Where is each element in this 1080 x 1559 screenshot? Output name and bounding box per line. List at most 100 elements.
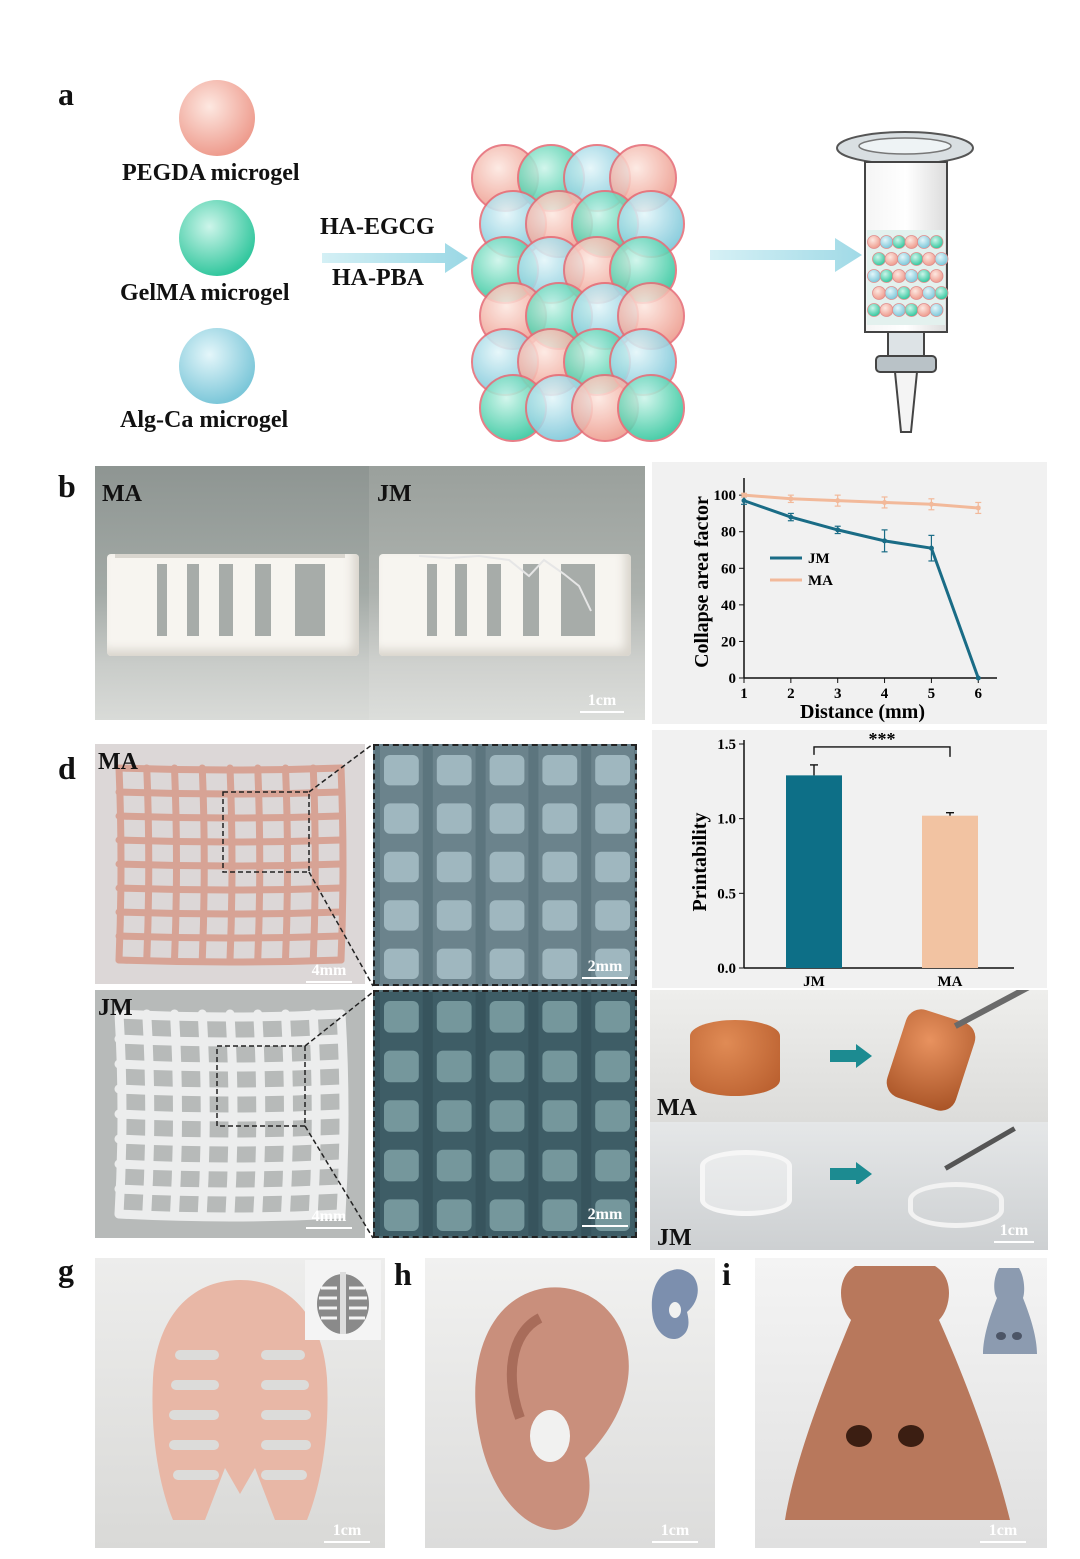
x-tick-label: JM <box>803 974 825 988</box>
panel-label-a: a <box>58 76 74 112</box>
scale-bar-i-label: 1cm <box>988 1522 1018 1539</box>
y-tick-label: 60 <box>721 561 736 577</box>
series-line-jm <box>743 499 980 679</box>
data-point <box>741 498 747 504</box>
scale-bar-d-jm-zoom-label: 2mm <box>587 1206 623 1223</box>
scale-bar-b-label: 1cm <box>587 692 617 709</box>
significance-label: *** <box>869 730 896 749</box>
data-point <box>788 514 794 520</box>
syringe-bead <box>867 303 881 317</box>
bar-ma <box>922 815 978 968</box>
nose-model-icon <box>983 1268 1037 1354</box>
syringe-bead <box>929 235 944 249</box>
scale-bar-f: 1cm <box>994 1222 1034 1243</box>
data-point <box>975 675 981 681</box>
jm-handling-photo <box>650 1122 1048 1250</box>
syringe-bead <box>872 286 886 300</box>
y-tick-label: 0.5 <box>717 886 736 902</box>
printability-chart: 0.0 0.5 1.0 1.5 Printability JM MA *** <box>652 730 1047 988</box>
panel-label-h: h <box>394 1256 412 1292</box>
scale-bar-d-jm-zoom: 2mm <box>582 1206 628 1227</box>
syringe-bead <box>897 252 911 266</box>
bar-jm <box>786 775 842 968</box>
data-point <box>882 499 888 505</box>
lattice-microgel <box>617 374 685 442</box>
x-tick-label: 4 <box>881 686 889 702</box>
scale-bar-d-ma-zoom: 2mm <box>582 958 628 979</box>
panel-label-i: i <box>722 1256 731 1292</box>
syringe-bead <box>904 235 919 249</box>
data-point <box>741 492 747 498</box>
jm-grid-photo <box>95 990 365 1238</box>
loading-arrow <box>710 238 862 272</box>
syringe-bead <box>917 303 931 317</box>
tag-ma-f: MA <box>657 1095 697 1121</box>
pegda-microgel-sphere <box>179 80 255 156</box>
scale-bar-h-label: 1cm <box>660 1522 690 1539</box>
x-tick-label: 2 <box>787 686 795 702</box>
y-axis-label: Printability <box>689 813 711 912</box>
arrow-right-icon <box>830 1044 872 1068</box>
ribcage-model-icon <box>317 1272 369 1334</box>
y-tick-label: 100 <box>714 488 737 504</box>
collapse-area-chart: 0 20 40 60 80 100 1 2 3 4 5 6 Distance (mm) Collapse … <box>652 462 1047 724</box>
scale-bar-i: 1cm <box>980 1522 1026 1543</box>
scale-bar-f-label: 1cm <box>999 1222 1029 1239</box>
data-point <box>835 527 841 533</box>
syringe-bead <box>934 252 949 266</box>
syringe-bead <box>872 252 886 266</box>
panel-label-b: b <box>58 468 76 504</box>
syringe-bead <box>897 286 911 300</box>
syringe-bead <box>909 252 924 266</box>
gelma-microgel-label: GelMA microgel <box>120 280 290 306</box>
y-tick-label: 40 <box>721 598 736 614</box>
bridging-test-photo <box>95 466 645 720</box>
scale-bar-h: 1cm <box>652 1522 698 1543</box>
y-tick-label: 0.0 <box>717 961 736 977</box>
syringe-bead <box>884 252 899 266</box>
syringe-bead <box>892 303 906 317</box>
arrow-right-icon <box>830 1162 872 1184</box>
syringe-bead <box>892 235 906 249</box>
syringe-bead <box>934 286 949 300</box>
alg-microgel-sphere <box>179 328 255 404</box>
x-tick-label: 3 <box>834 686 842 702</box>
y-axis-label: Collapse area factor <box>691 496 713 668</box>
syringe-bead <box>929 269 944 283</box>
gelma-microgel-sphere <box>179 200 255 276</box>
scale-bar-d-ma: 4mm <box>306 962 352 983</box>
data-point <box>975 505 981 511</box>
scale-bar-d-ma-label: 4mm <box>311 962 347 979</box>
alg-microgel-label: Alg-Ca microgel <box>120 407 289 433</box>
series-line-ma <box>743 493 979 510</box>
x-tick-label: 1 <box>740 686 748 702</box>
syringe-bead <box>904 303 919 317</box>
data-point <box>835 498 841 504</box>
syringe-bead <box>867 235 881 249</box>
crosslinker-ha-pba: HA-PBA <box>332 265 424 291</box>
syringe-bead <box>917 235 931 249</box>
tag-jm-f: JM <box>657 1225 692 1251</box>
syringe-bead <box>884 286 899 300</box>
significance-bracket <box>813 746 951 757</box>
schematic-diagram <box>179 80 974 442</box>
x-tick-label: 5 <box>928 686 936 702</box>
syringe-bead <box>917 269 931 283</box>
nose-print-photo <box>755 1258 1047 1548</box>
arrow-icons-f <box>830 1044 872 1184</box>
ear-print-photo <box>425 1258 715 1548</box>
y-tick-label: 1.0 <box>717 812 736 828</box>
syringe-bead <box>904 269 919 283</box>
syringe-bead <box>929 303 944 317</box>
tag-jm-b: JM <box>377 481 412 507</box>
ear-model-icon <box>651 1269 698 1340</box>
data-point <box>928 501 934 507</box>
ma-grid-zoom-photo <box>373 744 637 986</box>
y-tick-label: 20 <box>721 634 736 650</box>
crosslink-arrow <box>322 243 468 273</box>
syringe-bead <box>879 269 894 283</box>
scale-bar-d-jm: 4mm <box>306 1208 352 1229</box>
y-tick-label: 80 <box>721 525 736 541</box>
ribcage-print-photo <box>95 1258 385 1548</box>
panel-label-g: g <box>58 1252 74 1288</box>
